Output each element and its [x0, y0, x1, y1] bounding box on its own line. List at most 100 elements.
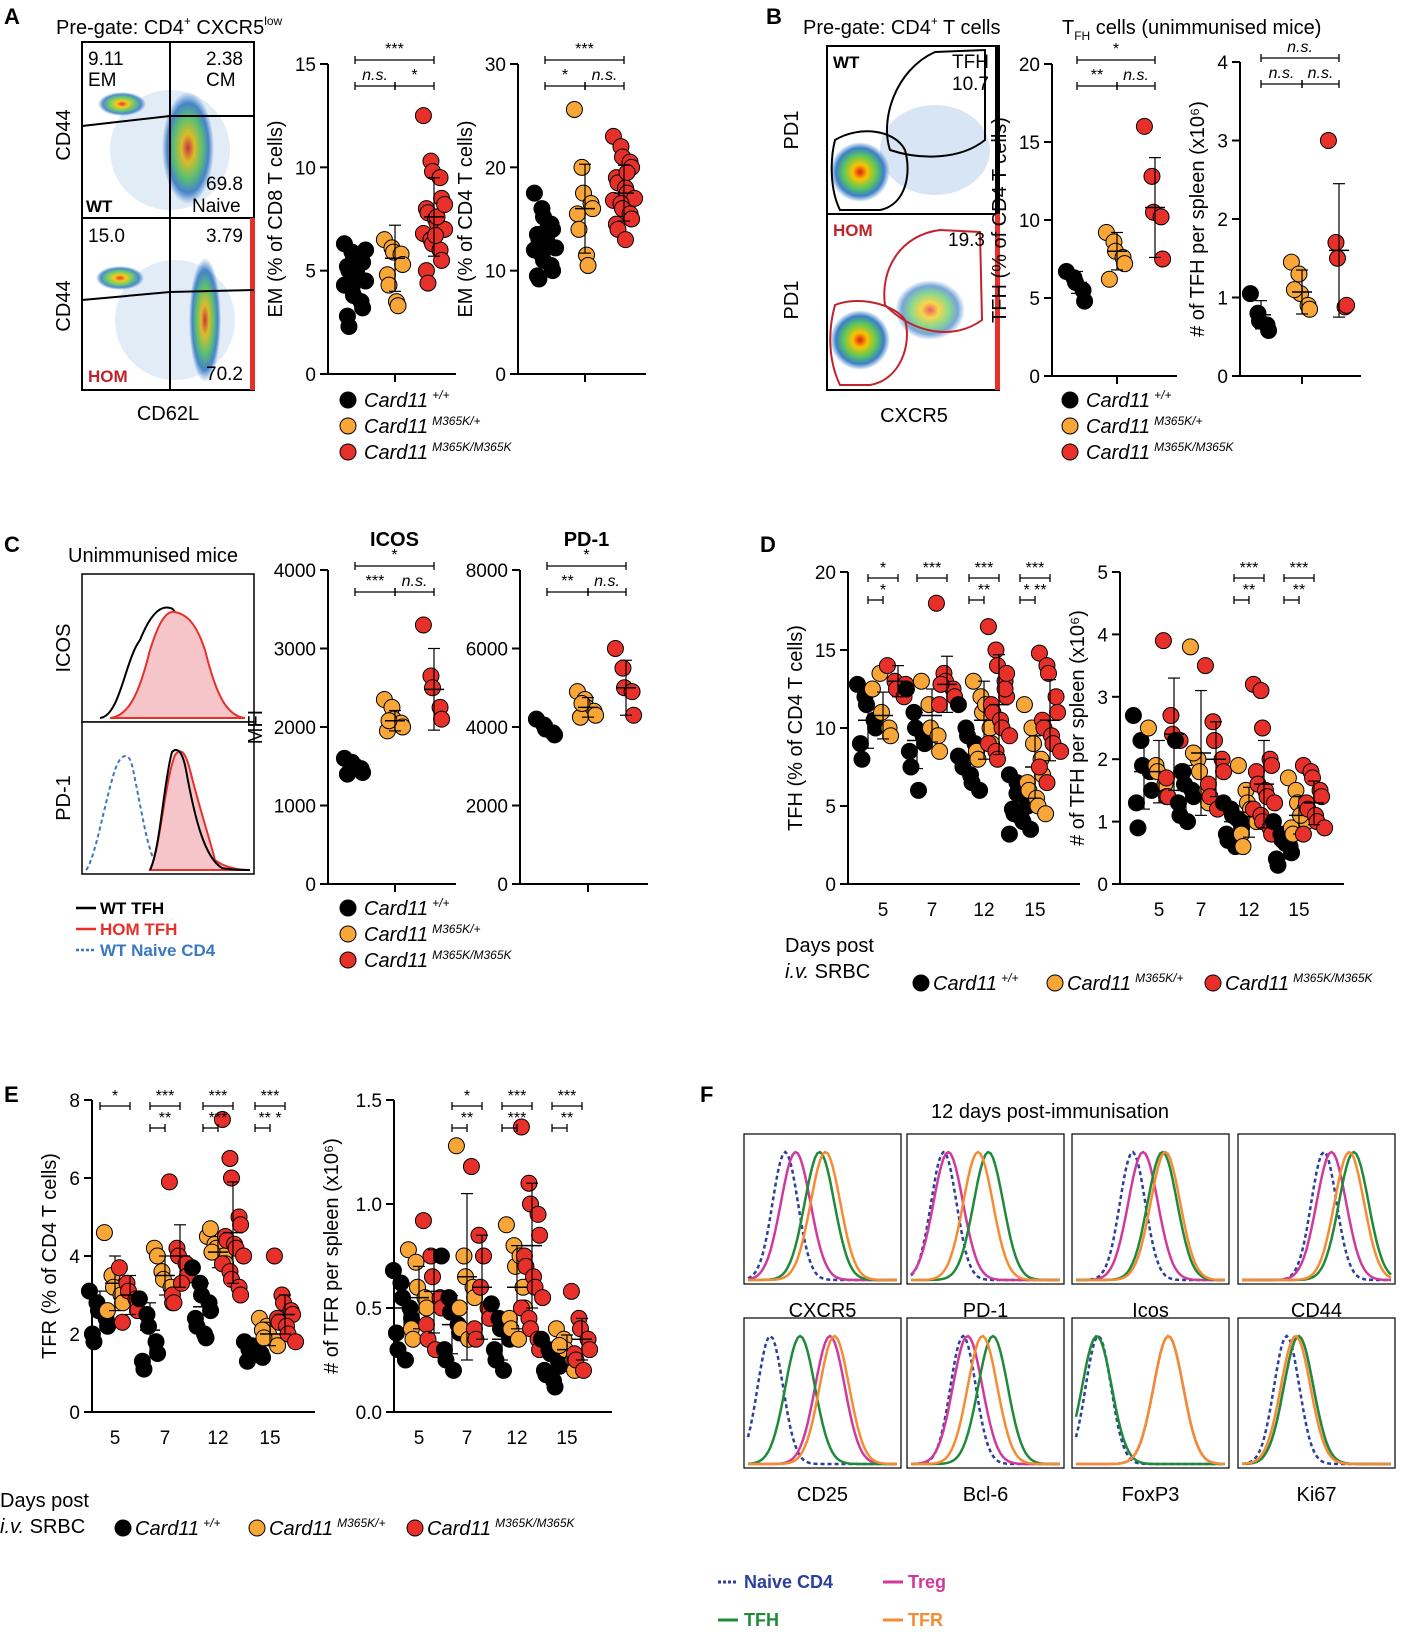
y-tick-label: 0: [305, 365, 316, 386]
b-gate-hom: 19.3: [948, 230, 985, 251]
flow-b-ylabel-1: PD1: [781, 111, 803, 150]
sig-label: *: [880, 560, 886, 577]
y-tick-label: 10: [815, 719, 836, 740]
data-point: [949, 747, 967, 765]
data-point: [1181, 638, 1199, 656]
y-tick-label: 2: [69, 1325, 80, 1346]
legend-dot: [1061, 417, 1079, 435]
y-tick-label: 10: [1019, 211, 1040, 232]
y-tick-label: 2000: [466, 797, 508, 818]
panel-f-legend: Naive CD4 Treg TFH TFR: [718, 1572, 946, 1630]
y-tick-label: 3000: [274, 640, 316, 661]
f-hist-curve: [1076, 1150, 1225, 1282]
data-point: [436, 196, 454, 214]
data-point: [529, 1205, 547, 1223]
y-tick-label: 5: [1029, 289, 1040, 310]
data-point: [389, 297, 407, 315]
sig-label: **: [978, 582, 990, 599]
panel-f-title: 12 days post-immunisation: [931, 1101, 1169, 1123]
d-srbc-label: i.v. SRBC: [785, 961, 870, 983]
f-marker-label: FoxP3: [1122, 1484, 1180, 1506]
legend-label: Card11 M365K/+: [364, 922, 481, 946]
panel-c-legend: WT TFH HOM TFH WT Naive CD4: [76, 899, 216, 960]
y-tick-label: 20: [485, 158, 506, 179]
x-tick-label: 5: [414, 1428, 425, 1449]
f-marker-label: CD44: [1291, 1300, 1342, 1322]
f-hist-curve: [1241, 1334, 1391, 1466]
sig-label: ***: [558, 1088, 577, 1105]
panel-a-pregate: Pre-gate: CD4+ CXCR5low: [56, 14, 283, 39]
data-point: [897, 680, 915, 698]
data-point: [1269, 856, 1287, 874]
b-hom-label: HOM: [833, 221, 873, 240]
data-point: [183, 1259, 201, 1277]
data-point: [113, 1313, 131, 1331]
data-point: [149, 1345, 167, 1362]
data-point: [525, 184, 543, 202]
f-hist-ki67: Ki67: [1237, 1317, 1396, 1506]
data-point: [931, 742, 949, 760]
data-point: [110, 1259, 128, 1277]
y-axis-label: # of TFH per spleen (x10⁶): [1067, 610, 1089, 846]
panel-c-hist-title: Unimmunised mice: [68, 545, 238, 567]
data-point: [979, 618, 997, 636]
y-axis-label: EM (% of CD4 T cells): [455, 120, 477, 317]
data-point: [858, 696, 875, 714]
data-point: [1285, 281, 1303, 299]
sig-label: ***: [209, 1088, 228, 1105]
x-tick-label: 5: [878, 900, 889, 921]
y-axis-label: MFI: [245, 710, 267, 744]
f-hist-curve: [1241, 1334, 1391, 1466]
y-tick-label: 0: [1097, 875, 1108, 896]
data-point: [433, 710, 451, 728]
data-point: [1022, 820, 1040, 838]
panel-a-flow-wt: 9.11 EM 2.38 CM 69.8 Naive WT: [81, 41, 255, 219]
y-axis-label: TFH (% of CD4 T cells): [989, 117, 1011, 323]
y-tick-label: 0: [69, 1403, 80, 1424]
data-point: [1025, 735, 1042, 753]
gate-hom-em: 15.0: [88, 226, 125, 247]
y-tick-label: 15: [295, 55, 316, 76]
x-tick-label: 5: [110, 1428, 121, 1449]
legend-dot: [1061, 443, 1079, 461]
data-point: [1143, 167, 1161, 185]
f-marker-label: CD25: [797, 1484, 848, 1506]
data-point: [550, 1336, 568, 1354]
data-point: [380, 276, 398, 294]
f-marker-label: Icos: [1132, 1300, 1169, 1322]
data-point: [1327, 234, 1345, 252]
data-point: [475, 1247, 492, 1265]
legend-label: Card11 M365K/+: [1067, 971, 1184, 995]
legend-label: Card11 M365K/+: [1086, 414, 1203, 438]
sig-label: **: [1293, 582, 1305, 599]
flow-b-xlabel: CXCR5: [880, 405, 948, 427]
data-point: [873, 703, 890, 721]
y-tick-label: 4: [1097, 625, 1108, 646]
y-tick-label: 1.0: [356, 1195, 382, 1216]
f-hist-icos: Icos: [1071, 1133, 1230, 1322]
data-point: [606, 640, 624, 657]
f-legend-naive: Naive CD4: [744, 1572, 833, 1592]
x-tick-label: 12: [207, 1428, 228, 1449]
panel-letter-a: A: [4, 4, 20, 29]
data-point: [930, 696, 948, 714]
data-point: [427, 227, 444, 245]
f-hist-cd25: CD25: [743, 1317, 902, 1506]
data-point: [534, 1289, 552, 1307]
f-legend-treg: Treg: [908, 1572, 946, 1592]
sig-label: **: [159, 1110, 171, 1127]
legend-label: Card11 M365K/M365K: [427, 1516, 575, 1540]
sig-label: ***: [1290, 560, 1309, 577]
data-point: [287, 1333, 305, 1351]
panel-b-flow-wt: WT TFH 10.7: [826, 45, 1000, 215]
sig-label: ***: [261, 1088, 280, 1105]
data-point: [140, 1317, 157, 1335]
data-point: [223, 1169, 240, 1187]
data-point: [544, 262, 562, 280]
data-point: [1038, 774, 1056, 792]
sig-label: **: [1091, 67, 1103, 84]
sig-label: **: [461, 1110, 473, 1127]
sig-label: ***: [1026, 560, 1045, 577]
data-point: [851, 735, 869, 753]
